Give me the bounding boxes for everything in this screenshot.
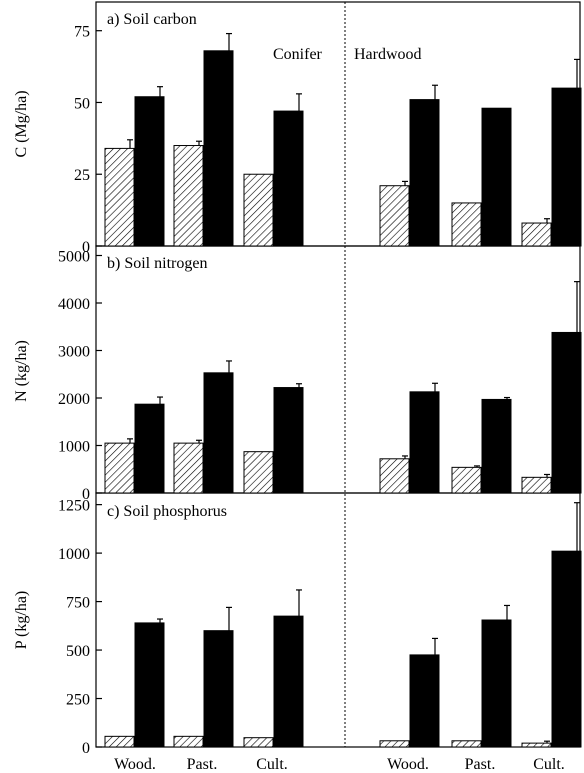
panel-c-bar-hatched-1: [173, 735, 204, 748]
panel-b-bar-hatched-3: [379, 458, 410, 494]
panel-a-bar-hatched-0: [104, 147, 135, 247]
panel-a-bar-hatched-2: [243, 173, 274, 247]
panel-a-bar-hatched-1: [173, 145, 204, 247]
panel-b-ylabel: N (kg/ha): [13, 340, 30, 402]
panel-a-ytick-label: 0: [82, 239, 90, 256]
panel-b-bar-solid-3: [409, 391, 440, 494]
panel-c-ytick-label: 750: [66, 595, 90, 612]
panel-c-ytick-label: 1000: [58, 546, 90, 563]
panel-c-bar-solid-5: [551, 550, 582, 748]
panel-c-ytick-label: 250: [66, 692, 90, 709]
panel-c-ytick-label: 0: [82, 740, 90, 757]
panel-a-bar-hatched-4: [451, 202, 482, 247]
x-label-conifer-cult: Cult.: [256, 756, 288, 773]
panel-c-bar-solid-0: [134, 622, 165, 748]
panel-a-bar-solid-5: [551, 87, 582, 247]
panel-b-ytick-label: 3000: [58, 344, 90, 361]
x-label-hardwood-wood: Wood.: [387, 756, 429, 773]
panel-a-bar-solid-4: [481, 107, 512, 247]
panel-a-bar-hatched-3: [379, 185, 410, 247]
x-label-conifer-past: Past.: [187, 756, 218, 773]
panel-b-ytick-label: 1000: [58, 439, 90, 456]
panel-b-bar-solid-0: [134, 403, 165, 494]
panel-a-ylabel: C (Mg/ha): [13, 90, 30, 157]
panel-b-bar-hatched-2: [243, 451, 274, 494]
panel-b-bar-hatched-0: [104, 442, 135, 494]
panel-a-ytick-label: 50: [74, 95, 90, 112]
panel-c-title: c) Soil phosphorus: [107, 503, 227, 520]
panel-b-bar-hatched-5: [521, 476, 552, 494]
panel-a-bar-solid-2: [273, 110, 304, 247]
panel-b-bar-hatched-1: [173, 442, 204, 494]
panel-c-bar-solid-4: [481, 619, 512, 748]
panel-a-bar-solid-1: [203, 50, 234, 247]
panel-b-bar-solid-5: [551, 331, 582, 494]
group-label-hardwood: Hardwood: [354, 46, 422, 63]
panel-b-bar-solid-1: [203, 372, 234, 494]
x-label-hardwood-past: Past.: [465, 756, 496, 773]
panel-c-bar-hatched-2: [243, 737, 274, 748]
panel-b-bar-hatched-4: [451, 466, 482, 494]
panel-a-bar-hatched-5: [521, 222, 552, 247]
panel-a-bar-solid-3: [409, 99, 440, 247]
panel-a-bar-solid-0: [134, 96, 165, 247]
panel-c-bar-solid-1: [203, 630, 234, 748]
x-label-hardwood-cult: Cult.: [533, 756, 565, 773]
group-label-conifer: Conifer: [273, 46, 323, 63]
panel-c-bar-solid-3: [409, 654, 440, 748]
panel-c-bar-hatched-5: [521, 742, 552, 748]
panel-b-ytick-label: 4000: [58, 296, 90, 313]
panel-c-bar-hatched-4: [451, 740, 482, 748]
panel-a-ytick-label: 25: [74, 167, 90, 184]
panel-c-bar-solid-2: [273, 615, 304, 748]
x-label-conifer-wood: Wood.: [114, 756, 156, 773]
panel-b-ytick-label: 0: [82, 486, 90, 503]
panel-a-title: a) Soil carbon: [107, 11, 197, 28]
panel-c-bar-hatched-0: [104, 735, 135, 748]
panel-a-ytick-label: 75: [74, 24, 90, 41]
panel-b-title: b) Soil nitrogen: [107, 255, 207, 272]
panel-b-ytick-label: 5000: [58, 249, 90, 266]
panel-c-ytick-label: 1250: [58, 498, 90, 515]
panel-c-bar-hatched-3: [379, 740, 410, 748]
panel-c-ytick-label: 500: [66, 643, 90, 660]
panel-b-bar-solid-4: [481, 398, 512, 494]
panel-b-bar-solid-2: [273, 387, 304, 494]
panel-b-ytick-label: 2000: [58, 391, 90, 408]
panel-c-ylabel: P (kg/ha): [13, 591, 30, 650]
